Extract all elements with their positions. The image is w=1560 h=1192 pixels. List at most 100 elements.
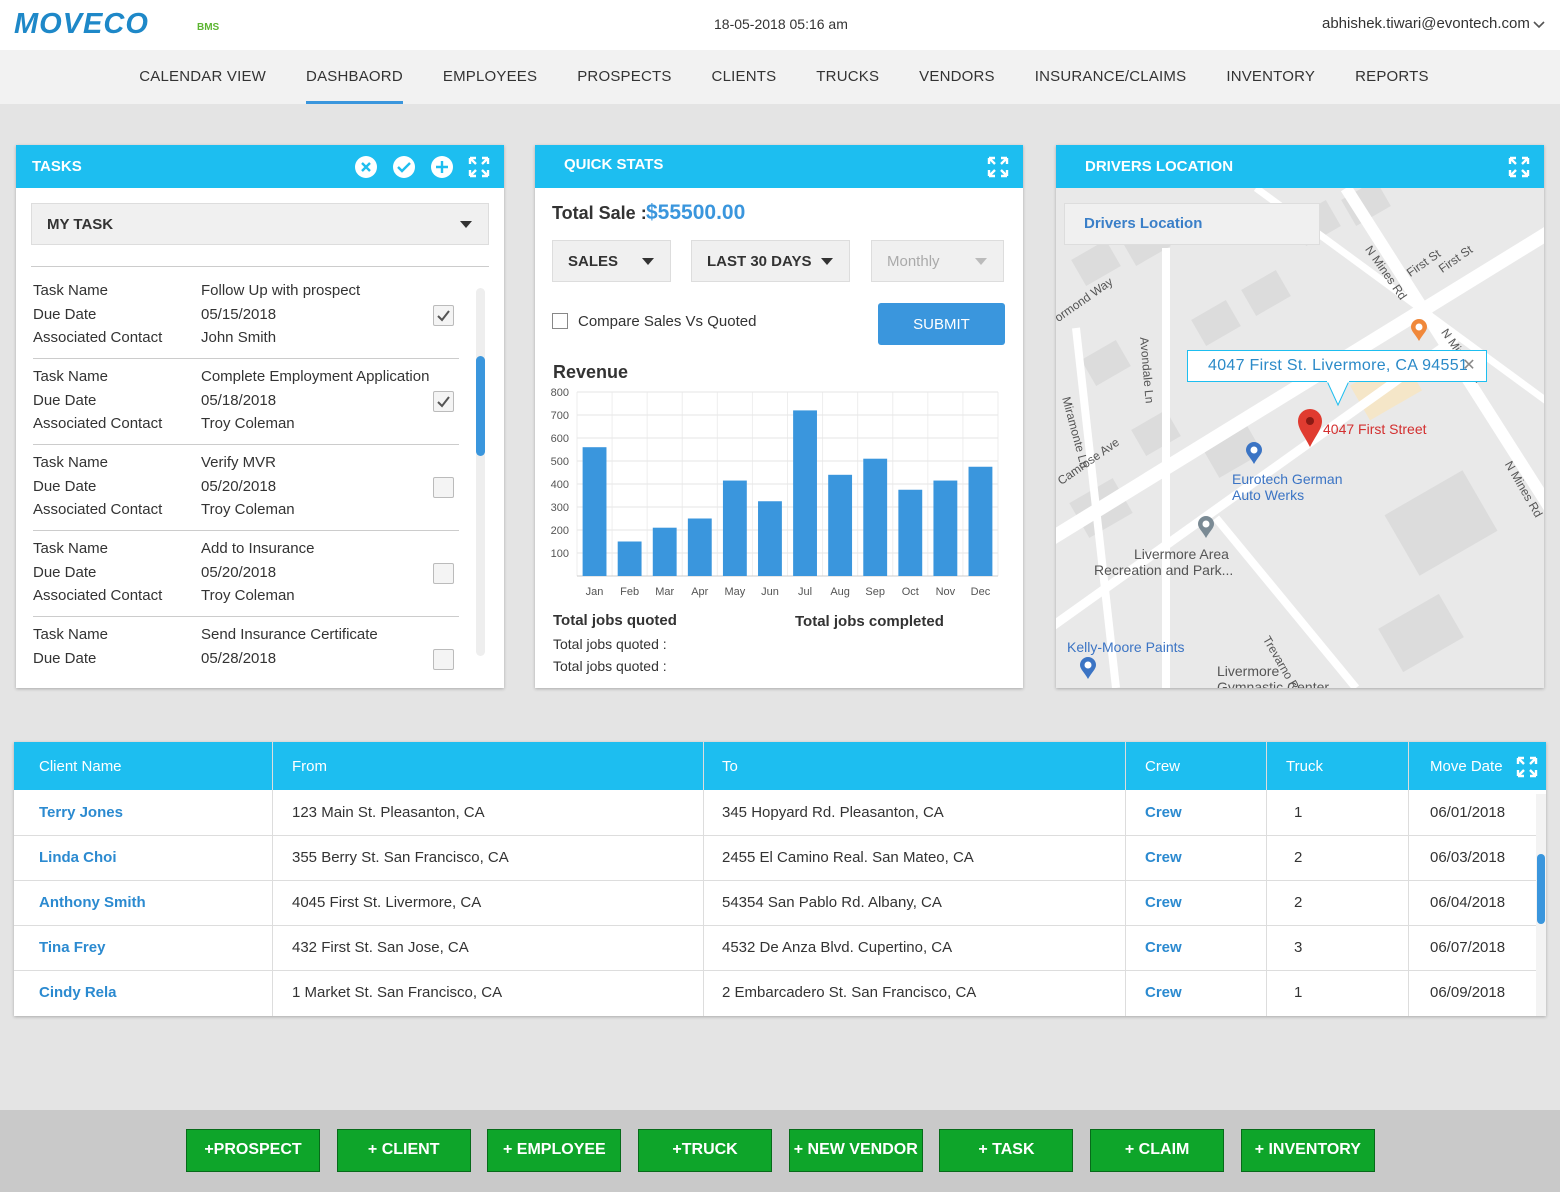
user-caret[interactable] xyxy=(1532,20,1546,30)
select[interactable]: LAST 30 DAYS xyxy=(691,240,850,282)
bar xyxy=(828,474,853,576)
nav-item[interactable]: TRUCKS xyxy=(816,68,880,85)
nav-item[interactable]: DASHBAORD xyxy=(306,50,403,104)
action-button[interactable]: + CLIENT xyxy=(336,1128,471,1172)
compare-checkbox[interactable] xyxy=(552,313,568,329)
popup-address: 4047 First St. Livermore, CA 94551 xyxy=(1208,357,1469,374)
task-checkbox[interactable] xyxy=(433,649,454,670)
action-button[interactable]: + EMPLOYEE xyxy=(487,1128,622,1172)
place-icon[interactable] xyxy=(1244,441,1264,465)
map-search[interactable]: Drivers Location xyxy=(1064,203,1320,245)
nav-item[interactable]: INSURANCE/CLAIMS xyxy=(1034,68,1187,85)
place-label: Eurotech German xyxy=(1232,471,1343,487)
table-cell: 1 xyxy=(1294,804,1303,821)
action-button[interactable]: +PROSPECT xyxy=(186,1128,320,1172)
column-divider xyxy=(1266,742,1267,1016)
expand-icon[interactable] xyxy=(1516,756,1538,778)
scrollbar-thumb[interactable] xyxy=(1537,854,1545,924)
action-button[interactable]: +TRUCK xyxy=(638,1128,773,1172)
x-tick-label: Feb xyxy=(620,586,639,598)
table-cell: 06/03/2018 xyxy=(1430,849,1506,866)
total-sale-label: Total Sale : xyxy=(552,203,647,223)
place-icon[interactable] xyxy=(1409,318,1429,342)
submit-button[interactable]: SUBMIT xyxy=(878,303,1005,345)
task-filter[interactable]: MY TASK xyxy=(31,203,489,245)
table-link[interactable]: Linda Choi xyxy=(39,849,117,866)
logo[interactable]: MOVECO xyxy=(14,8,149,40)
task-checkbox[interactable] xyxy=(433,305,454,326)
table-cell: 1 Market St. San Francisco, CA xyxy=(292,984,503,1001)
nav-item[interactable]: INVENTORY xyxy=(1226,68,1316,85)
nav-item[interactable]: PROSPECTS xyxy=(577,68,672,85)
table-cell: 2 Embarcadero St. San Francisco, CA xyxy=(722,984,977,1001)
add-icon[interactable] xyxy=(431,156,453,178)
logo-suffix: BMS xyxy=(197,22,220,33)
scrollbar-track[interactable] xyxy=(476,288,485,656)
table-cell: 2455 El Camino Real. San Mateo, CA xyxy=(722,849,974,866)
bar xyxy=(793,410,817,576)
popup-close[interactable]: ✕ xyxy=(1462,357,1476,374)
chart-title: Revenue xyxy=(553,362,629,382)
x-tick-label: Aug xyxy=(830,586,850,598)
datetime: 18-05-2018 05:16 am xyxy=(714,16,848,32)
scrollbar-thumb[interactable] xyxy=(476,356,485,456)
bar xyxy=(758,501,782,576)
nav-item[interactable]: CALENDAR VIEW xyxy=(139,68,267,85)
table-link[interactable]: Crew xyxy=(1145,849,1182,866)
task-field-label: Task Name xyxy=(33,282,109,299)
close-icon[interactable] xyxy=(355,156,377,178)
map-popup: 4047 First St. Livermore, CA 94551 ✕ xyxy=(1187,350,1487,382)
action-button[interactable]: + INVENTORY xyxy=(1240,1128,1375,1172)
select[interactable]: SALES xyxy=(552,240,671,282)
task-field-label: Task Name xyxy=(33,368,109,385)
expand-icon[interactable] xyxy=(1508,156,1530,178)
table-link[interactable]: Cindy Rela xyxy=(39,984,117,1001)
bar xyxy=(722,480,747,576)
check-icon[interactable] xyxy=(393,156,415,178)
action-button[interactable]: + TASK xyxy=(939,1128,1074,1172)
task-field-value: Add to Insurance xyxy=(201,540,315,557)
task-field-label: Associated Contact xyxy=(33,501,163,518)
table-link[interactable]: Tina Frey xyxy=(39,939,106,956)
table-link[interactable]: Crew xyxy=(1145,804,1182,821)
table-link[interactable]: Crew xyxy=(1145,939,1182,956)
nav-item[interactable]: REPORTS xyxy=(1355,68,1429,85)
task-field-value: Complete Employment Application xyxy=(201,368,430,385)
table-cell: 06/07/2018 xyxy=(1430,939,1506,956)
place-icon[interactable] xyxy=(1196,515,1216,539)
scrollbar-track[interactable] xyxy=(1536,794,1546,1016)
action-button[interactable]: + CLAIM xyxy=(1090,1128,1225,1172)
table-link[interactable]: Terry Jones xyxy=(39,804,123,821)
table-cell: 3 xyxy=(1294,939,1303,956)
table-link[interactable]: Crew xyxy=(1145,894,1182,911)
task-checkbox[interactable] xyxy=(433,477,454,498)
user-email[interactable]: abhishek.tiwari@evontech.com xyxy=(1322,15,1530,32)
bar xyxy=(863,458,888,576)
action-button[interactable]: + NEW VENDOR xyxy=(788,1128,923,1172)
bar xyxy=(652,527,677,576)
nav-item[interactable]: EMPLOYEES xyxy=(442,68,538,85)
task-field-value: Verify MVR xyxy=(201,454,277,471)
task-field-value: 05/20/2018 xyxy=(201,563,277,581)
task-field-value: Follow Up with prospect xyxy=(201,282,361,299)
table-header xyxy=(14,742,1546,790)
map-panel: DRIVERS LOCATION N Mines Rd First St First… xyxy=(1056,145,1544,688)
task-checkbox[interactable] xyxy=(433,563,454,584)
x-tick-label: Jan xyxy=(586,586,604,598)
place-icon[interactable] xyxy=(1078,656,1098,680)
nav-item[interactable]: CLIENTS xyxy=(711,68,777,85)
table-cell: 345 Hopyard Rd. Pleasanton, CA xyxy=(722,804,944,821)
expand-icon[interactable] xyxy=(987,156,1009,178)
nav-item[interactable]: VENDORS xyxy=(919,68,995,85)
expand-icon[interactable] xyxy=(468,156,490,178)
task-checkbox[interactable] xyxy=(433,391,454,412)
map-pin[interactable] xyxy=(1296,407,1324,449)
y-tick-label: 600 xyxy=(551,433,569,445)
table-link[interactable]: Anthony Smith xyxy=(39,894,146,911)
place-label: Auto Werks xyxy=(1232,487,1305,503)
moves-table: Client Name From To Crew Truck Move Date Terry… xyxy=(14,742,1546,1016)
task-field-label: Due Date xyxy=(33,563,97,581)
place-label: Livermore Area xyxy=(1134,546,1229,562)
panel-header: DRIVERS LOCATION xyxy=(1056,145,1544,188)
table-link[interactable]: Crew xyxy=(1145,984,1182,1001)
